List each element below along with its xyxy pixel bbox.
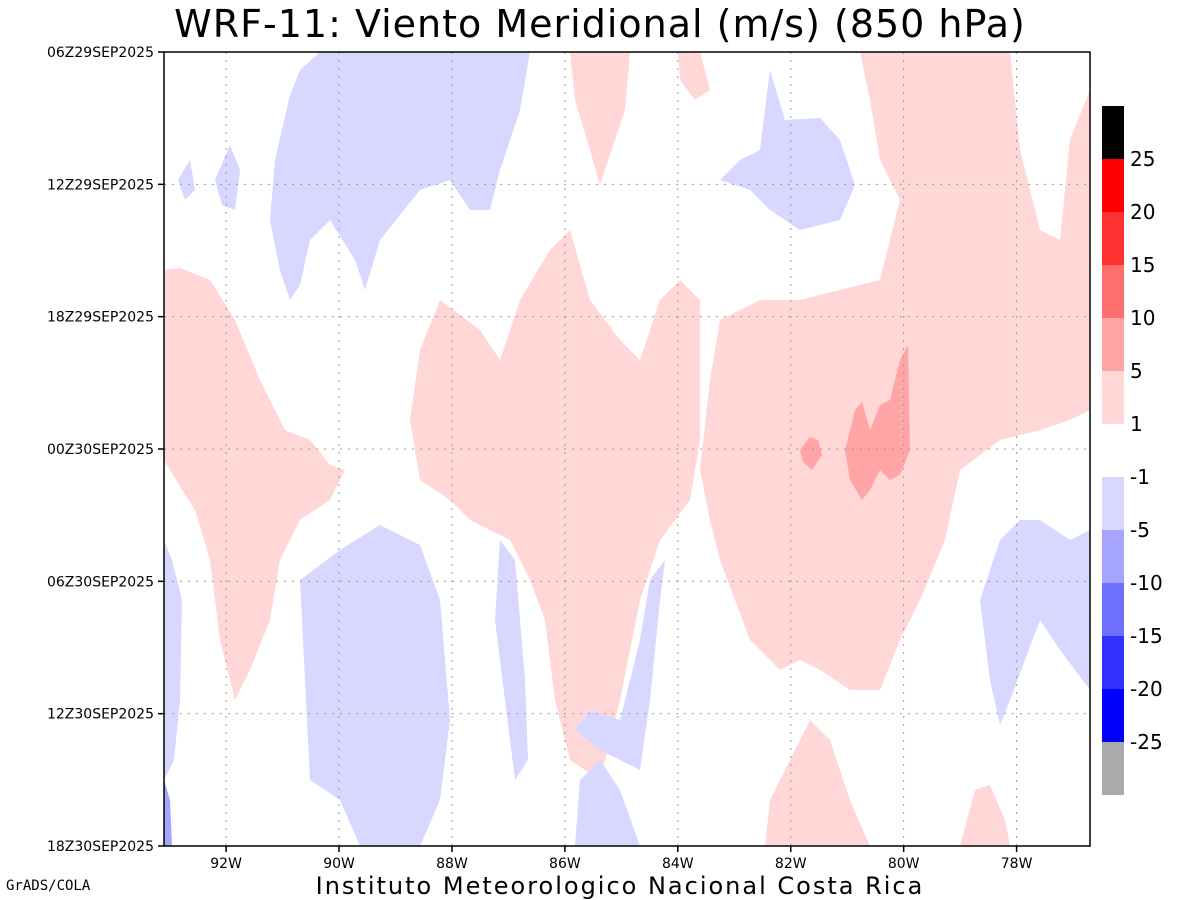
colorbar-swatch: [1102, 530, 1124, 583]
y-tick-label: 18Z29SEP2025: [47, 310, 154, 326]
y-tick-label: 00Z30SEP2025: [47, 442, 154, 458]
negative-region-west-edge: [164, 540, 182, 780]
colorbar-swatch: [1102, 318, 1124, 371]
x-tick-label: 78W: [1001, 856, 1033, 872]
colorbar-label: -25: [1130, 730, 1163, 754]
y-axis: 06Z29SEP2025 12Z29SEP2025 18Z29SEP2025 00Z3…: [47, 45, 164, 855]
x-tick-label: 92W: [210, 856, 242, 872]
colorbar-label: 25: [1130, 147, 1155, 171]
negative-core-west: [164, 780, 172, 846]
colorbar-label: 20: [1130, 200, 1155, 224]
colorbar-label: -20: [1130, 677, 1163, 701]
x-tick-label: 82W: [775, 856, 807, 872]
y-tick-label: 18Z30SEP2025: [47, 839, 154, 855]
x-tick-label: 90W: [323, 856, 355, 872]
positive-region-central: [410, 230, 700, 780]
colorbar-swatch: [1102, 477, 1124, 530]
colorbar-swatch: [1102, 212, 1124, 265]
colorbar-swatch: [1102, 689, 1124, 742]
x-tick-label: 88W: [436, 856, 468, 872]
positive-region-east: [700, 52, 1090, 690]
negative-region-east: [980, 520, 1090, 725]
x-tick-label: 86W: [549, 856, 581, 872]
positive-core-5to10: [845, 345, 910, 500]
positive-region-south: [960, 785, 1010, 846]
positive-region-north2: [678, 52, 710, 100]
y-tick-label: 12Z30SEP2025: [47, 707, 154, 723]
colorbar-label: -15: [1130, 624, 1163, 648]
colorbar-label: -5: [1130, 518, 1150, 542]
colorbar-swatch: [1102, 742, 1124, 795]
colorbar-label: -1: [1130, 465, 1150, 489]
negative-strip-1: [495, 540, 528, 780]
x-tick-label: 84W: [662, 856, 694, 872]
colorbar-swatch: [1102, 583, 1124, 636]
negative-small-1: [178, 160, 195, 200]
y-tick-label: 06Z30SEP2025: [47, 574, 154, 590]
colorbar: 25 20 15 10 5 1 -1 -5 -10 -15 -20 -25: [1102, 106, 1163, 795]
colorbar-swatch: [1102, 106, 1124, 159]
positive-core-small: [800, 437, 822, 470]
positive-region-southeast: [765, 720, 870, 846]
negative-strip-2: [575, 560, 665, 770]
colorbar-swatch: [1102, 424, 1124, 477]
footer-credit: GrADS/COLA: [6, 878, 91, 894]
colorbar-swatch: [1102, 371, 1124, 424]
colorbar-label: -10: [1130, 571, 1163, 595]
negative-region-82w: [720, 70, 855, 230]
colorbar-label: 10: [1130, 306, 1155, 330]
colorbar-swatch: [1102, 159, 1124, 212]
positive-region-north: [570, 52, 630, 185]
footer-institution: Instituto Meteorologico Nacional Costa R…: [315, 872, 925, 900]
y-tick-label: 12Z29SEP2025: [47, 177, 154, 193]
chart-title: WRF-11: Viento Meridional (m/s) (850 hPa…: [174, 2, 1026, 46]
wind-field: [164, 52, 1090, 846]
colorbar-label: 1: [1130, 412, 1143, 436]
colorbar-label: 15: [1130, 253, 1155, 277]
colorbar-label: 5: [1130, 359, 1143, 383]
negative-region-north: [270, 52, 530, 300]
negative-small-2: [215, 145, 240, 210]
negative-region-central-south: [300, 525, 450, 846]
y-tick-label: 06Z29SEP2025: [47, 45, 154, 61]
positive-region-west: [164, 268, 345, 700]
negative-strip-3: [575, 760, 640, 846]
x-axis: 92W 90W 88W 86W 84W 82W 80W 78W: [210, 846, 1033, 872]
x-tick-label: 80W: [888, 856, 920, 872]
colorbar-swatch: [1102, 636, 1124, 689]
colorbar-swatch: [1102, 265, 1124, 318]
